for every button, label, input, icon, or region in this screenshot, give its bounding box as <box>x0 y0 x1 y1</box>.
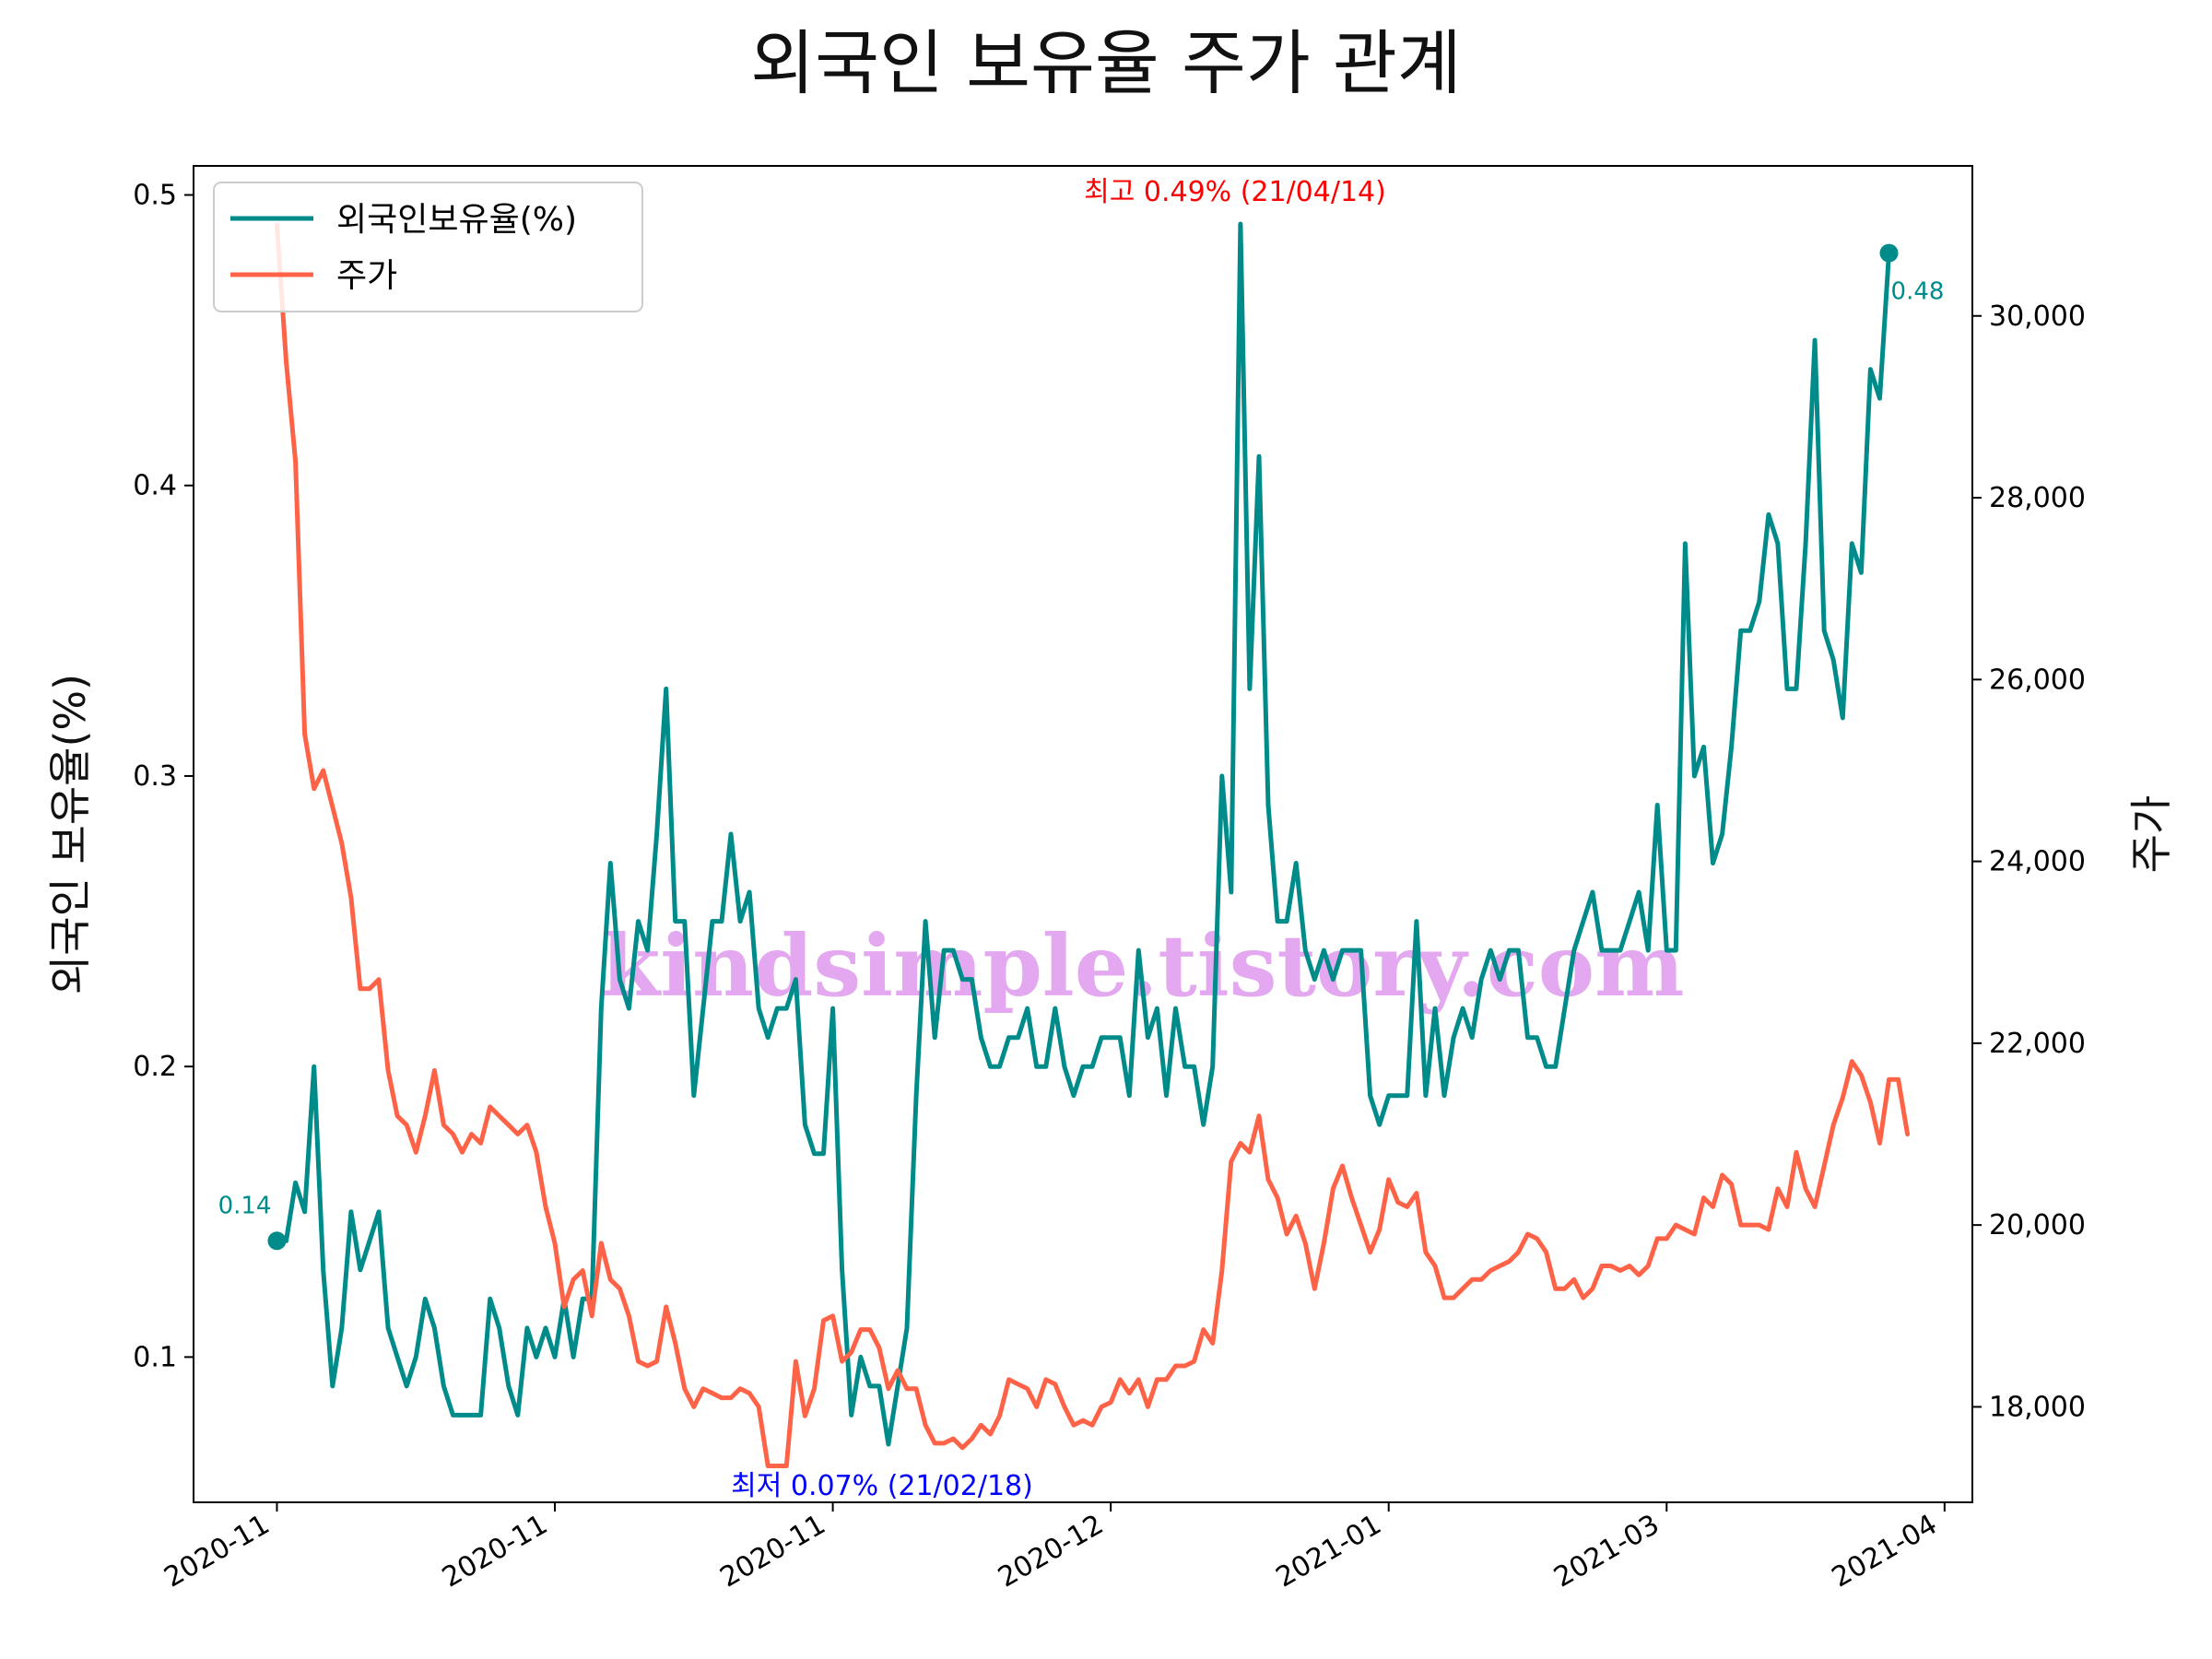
legend: 외국인보유율(%) 주가 <box>213 182 643 312</box>
x-tick-label: 2020-11 <box>437 1509 553 1594</box>
y-right-tick-label: 28,000 <box>1989 482 2086 514</box>
plot-area <box>194 166 1972 1502</box>
x-tick-label: 2021-01 <box>1271 1509 1387 1594</box>
start-point-marker <box>267 1231 287 1251</box>
legend-label-foreign-ratio: 외국인보유율(%) <box>336 201 577 239</box>
y-left-tick-label: 0.4 <box>133 470 177 502</box>
y-axis-left-label: 외국인 보유율(%) <box>45 674 95 994</box>
y-right-tick-label: 30,000 <box>1989 300 2086 333</box>
plot-frame <box>193 165 1973 1503</box>
x-tick-label: 2020-12 <box>993 1509 1109 1594</box>
x-tick-label: 2020-11 <box>159 1509 275 1594</box>
y-right-tick-label: 22,000 <box>1989 1028 2086 1060</box>
x-tick-label: 2020-11 <box>715 1509 831 1594</box>
y-axis-right: 18,000 20,000 22,000 24,000 26,000 28,000 30,0… <box>1972 300 2086 1423</box>
x-tick-label: 2021-04 <box>1827 1509 1943 1594</box>
y-axis-left: 0.1 0.2 0.3 0.4 0.5 <box>133 180 194 1373</box>
min-annotation: 최저 0.07% (21/02/18) <box>731 1470 1033 1502</box>
y-axis-right-label: 주가 <box>2126 795 2176 874</box>
y-right-tick-label: 20,000 <box>1989 1209 2086 1241</box>
y-left-tick-label: 0.3 <box>133 760 177 793</box>
y-right-tick-label: 18,000 <box>1989 1391 2086 1423</box>
markers-layer: 0.14 0.48 <box>218 243 1945 1251</box>
y-right-tick-label: 24,000 <box>1989 846 2086 878</box>
max-annotation: 최고 0.49% (21/04/14) <box>1084 176 1386 208</box>
series-layer <box>275 221 1911 1468</box>
y-left-tick-label: 0.1 <box>133 1341 177 1373</box>
legend-box <box>213 182 643 312</box>
start-value-label: 0.14 <box>218 1192 272 1219</box>
legend-label-price: 주가 <box>336 257 397 295</box>
chart-title: 외국인 보유율 주가 관계 <box>750 22 1462 104</box>
y-right-tick-label: 26,000 <box>1989 664 2086 696</box>
end-point-marker <box>1879 243 1899 263</box>
y-left-tick-label: 0.5 <box>133 180 177 212</box>
series-line-price <box>275 222 1911 1468</box>
y-left-tick-label: 0.2 <box>133 1051 177 1083</box>
series-line-foreign-ratio <box>275 221 1891 1447</box>
end-value-label: 0.48 <box>1891 278 1945 306</box>
x-axis: 2020-11 2020-11 2020-11 2020-12 2021-01 2021-… <box>159 1502 1946 1594</box>
x-tick-label: 2021-03 <box>1548 1509 1665 1594</box>
